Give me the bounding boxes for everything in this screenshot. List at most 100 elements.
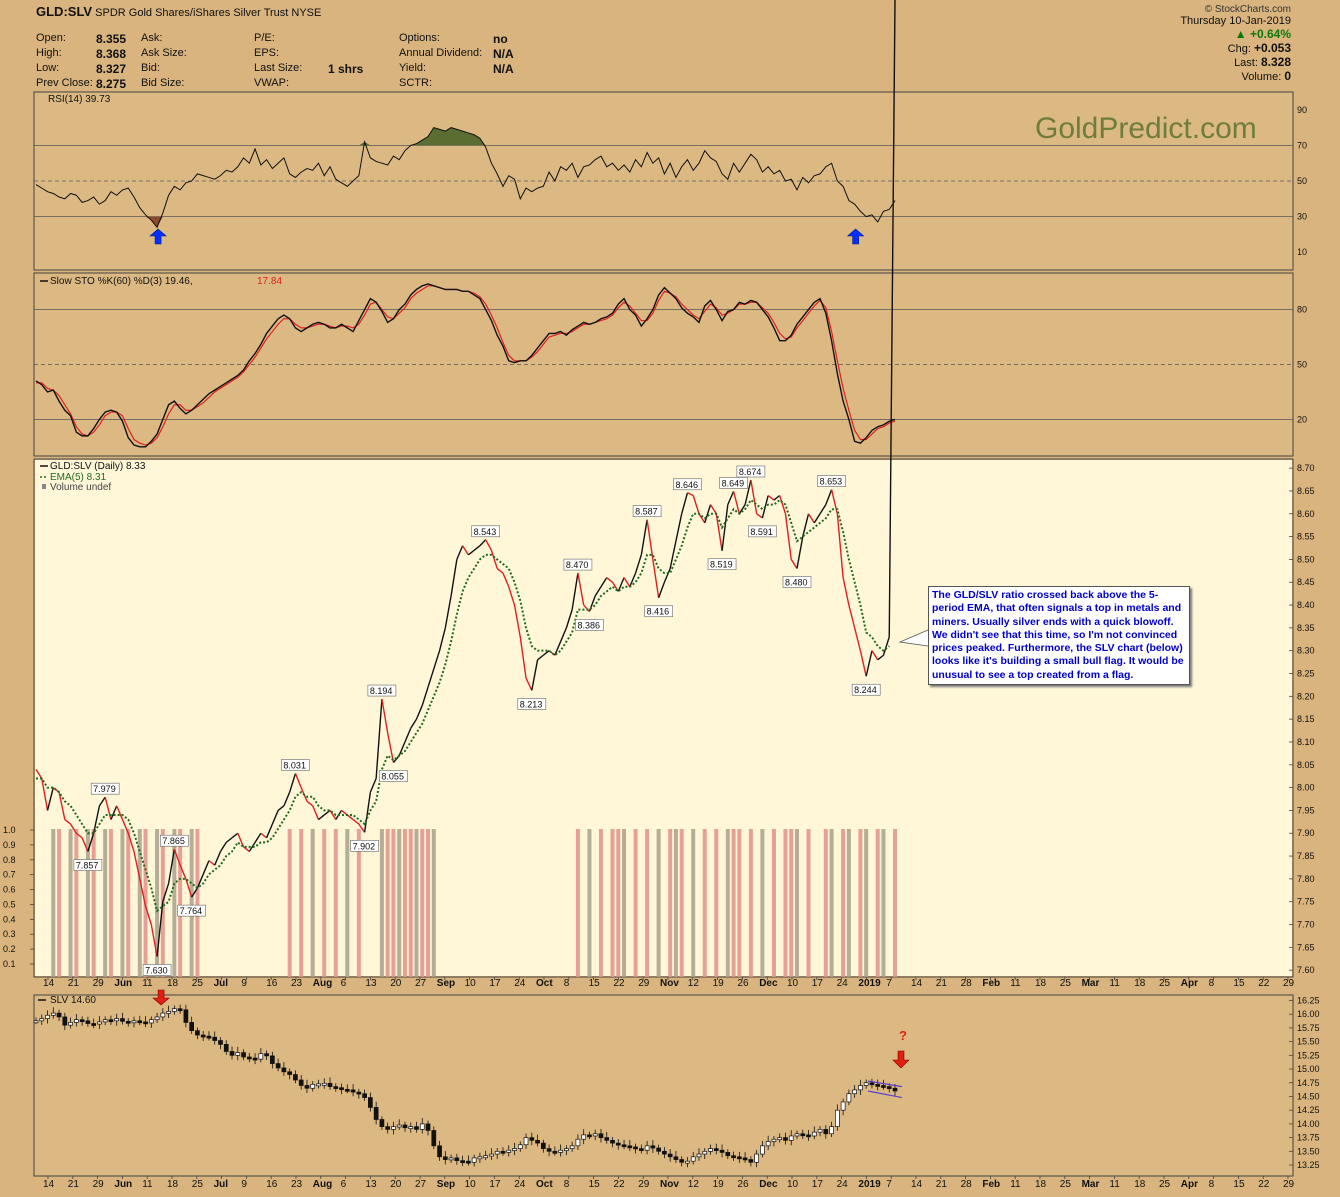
price-label-box <box>379 770 408 782</box>
volume-bar <box>841 829 846 977</box>
slv-candle <box>431 1130 437 1147</box>
price-tick-label: 8.05 <box>1297 760 1315 770</box>
price-segment <box>594 586 602 597</box>
slv-candle <box>362 1093 367 1098</box>
field-label: Prev Close: <box>36 77 93 89</box>
slv-candle <box>731 1155 736 1159</box>
x-axis-label: 26 <box>737 978 749 989</box>
slv-candle <box>298 1079 304 1086</box>
field-value: 8.275 <box>96 77 127 91</box>
volume-bar <box>645 829 650 977</box>
price-segment <box>438 627 447 651</box>
price-tick-label: 8.45 <box>1297 577 1315 587</box>
price-segment <box>571 572 579 610</box>
price-tick-label: 7.85 <box>1297 851 1315 861</box>
price-segment <box>248 841 256 852</box>
price-label: 7.764 <box>180 906 203 916</box>
field-label: Last Size: <box>254 62 303 74</box>
price-segment <box>75 832 83 839</box>
price-segment <box>312 805 320 820</box>
volume-bar <box>408 829 413 977</box>
volume-bar <box>379 829 384 977</box>
price-label: 7.630 <box>145 965 168 975</box>
slv-candle <box>615 1142 621 1146</box>
volume-bar <box>587 829 592 977</box>
ema-legend: EMA(5) 8.31 <box>50 472 107 483</box>
right-field: Volume: 0 <box>1241 69 1292 83</box>
x-axis-label: 13 <box>365 978 377 989</box>
sto-tick-label: 50 <box>1297 360 1307 370</box>
price-label-box <box>367 684 397 697</box>
x-axis-label: Nov <box>660 978 679 989</box>
slv-candle <box>183 1009 189 1023</box>
volume-bar <box>178 829 183 977</box>
slv-candle <box>477 1156 483 1160</box>
x-axis-label: 17 <box>812 1179 824 1190</box>
slv-candle <box>783 1137 788 1141</box>
ema-line <box>36 498 890 913</box>
volume-bar <box>126 829 131 977</box>
field-value: 8.327 <box>96 62 127 76</box>
x-axis-label: 29 <box>1283 1179 1295 1190</box>
slv-candle <box>754 1153 759 1163</box>
x-axis-label: 29 <box>93 978 105 989</box>
volume-bar <box>598 829 603 977</box>
field-value: 1 shrs <box>328 62 364 76</box>
price-label: 8.194 <box>370 686 393 696</box>
x-axis-label: Jul <box>214 1179 229 1190</box>
field-label: EPS: <box>254 47 280 59</box>
volume-bar <box>881 829 886 977</box>
slv-candle <box>356 1091 362 1095</box>
volume-bar <box>391 829 396 977</box>
slv-candle <box>529 1137 535 1141</box>
slv-candle <box>886 1086 892 1089</box>
x-axis-label: 18 <box>1035 1179 1047 1190</box>
price-tick-label: 8.30 <box>1297 646 1315 656</box>
price-label: 8.386 <box>577 620 600 630</box>
price-segment <box>888 0 896 637</box>
volume-bar <box>875 829 880 977</box>
exchange: NYSE <box>291 7 322 19</box>
volume-bar <box>633 829 638 977</box>
price-label: 8.591 <box>750 527 773 537</box>
volume-tick-label: 0.2 <box>3 944 16 954</box>
x-axis-label: 22 <box>613 1179 625 1190</box>
slv-candle <box>160 1012 166 1018</box>
volume-bar <box>108 829 113 977</box>
price-label-box <box>817 475 846 487</box>
volume-bar <box>385 829 390 977</box>
price-tick-label: 7.95 <box>1297 805 1315 815</box>
x-axis-label: Jun <box>114 978 132 989</box>
price-segment <box>456 545 464 560</box>
volume-bar <box>172 829 177 977</box>
price-segment <box>243 846 250 853</box>
change-pct: ▲ +0.64% <box>1234 27 1291 41</box>
slv-candle <box>172 1008 177 1012</box>
price-segment <box>779 495 787 514</box>
x-axis-label: Feb <box>982 978 1000 989</box>
field-value: no <box>493 32 508 46</box>
slv-candle <box>800 1133 806 1137</box>
slv-candle <box>598 1133 604 1138</box>
slv-candle <box>125 1020 131 1024</box>
price-segment <box>363 792 372 833</box>
price-segment <box>485 539 493 551</box>
slv-candle <box>610 1139 615 1144</box>
volume-tick-label: 0.3 <box>3 929 16 939</box>
field-label: VWAP: <box>254 77 290 89</box>
price-label: 8.646 <box>675 480 698 490</box>
price-tick-label: 7.60 <box>1297 965 1315 975</box>
slv-candle <box>817 1129 823 1133</box>
question-mark: ? <box>899 1028 907 1043</box>
slv-candle <box>471 1157 477 1163</box>
field-value: 8.355 <box>96 32 127 46</box>
slv-candle <box>339 1087 344 1091</box>
sto-k-line <box>35 283 896 448</box>
volume-bar <box>783 829 788 977</box>
volume-bar <box>414 829 419 977</box>
price-tick-label: 7.70 <box>1297 920 1315 930</box>
price-segment <box>144 906 152 925</box>
price-segment <box>606 577 613 583</box>
volume-bar <box>189 829 194 977</box>
field-label: Ask Size: <box>141 47 187 59</box>
